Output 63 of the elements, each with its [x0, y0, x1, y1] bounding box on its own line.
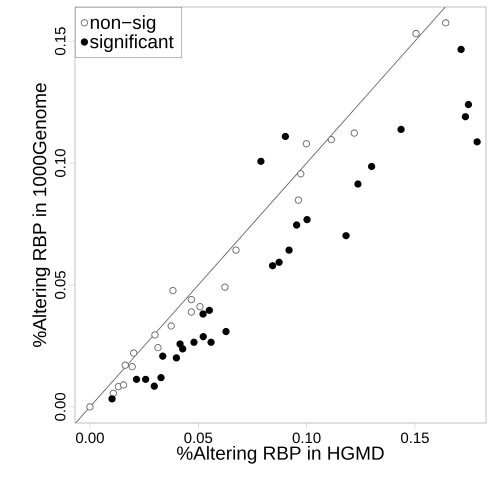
point — [172, 354, 180, 362]
point — [464, 100, 472, 108]
x-tick-label: 0.05 — [184, 432, 212, 444]
y-tick-label: 0.00 — [54, 392, 66, 421]
point — [275, 258, 283, 266]
point — [294, 196, 302, 204]
point — [169, 286, 177, 294]
point — [282, 132, 290, 140]
point — [132, 376, 140, 383]
point — [297, 170, 304, 178]
point — [110, 390, 117, 397]
point — [222, 328, 230, 336]
x-axis-title: %Altering RBP in HGMD — [177, 446, 384, 464]
point — [462, 113, 470, 120]
point — [142, 376, 150, 383]
x-tick-label: 0.15 — [400, 432, 429, 444]
point — [128, 363, 136, 370]
point — [154, 344, 162, 352]
y-tick-label: 0.05 — [54, 271, 66, 299]
point — [268, 262, 276, 270]
y-tick-label: 0.10 — [54, 149, 66, 178]
point — [157, 374, 165, 382]
point — [190, 338, 198, 346]
point — [292, 221, 300, 229]
point — [122, 362, 129, 369]
x-tick-label: 0.00 — [76, 432, 104, 444]
point — [206, 306, 213, 314]
point — [221, 284, 229, 291]
point — [179, 345, 186, 353]
point — [354, 180, 362, 188]
point — [150, 382, 158, 390]
y-tick-label: 0.15 — [54, 27, 66, 56]
y-axis-title: %Altering RBP in 1000Genome — [32, 83, 50, 347]
legend-label: significant — [90, 34, 174, 52]
point — [188, 296, 195, 304]
point — [120, 381, 128, 389]
point — [412, 30, 420, 38]
point — [199, 310, 207, 318]
point — [302, 140, 310, 148]
point — [168, 322, 175, 330]
point — [342, 232, 350, 240]
point — [207, 338, 215, 346]
point — [130, 349, 138, 357]
point — [196, 303, 204, 310]
point — [188, 308, 195, 316]
legend-label: non−sig — [90, 15, 156, 33]
point — [303, 216, 311, 224]
point — [232, 246, 240, 254]
point — [457, 46, 465, 54]
point — [86, 403, 94, 411]
point — [257, 158, 265, 165]
point — [200, 333, 207, 340]
point — [473, 138, 481, 146]
point — [397, 126, 405, 134]
point — [108, 395, 116, 403]
point — [328, 136, 335, 144]
x-tick-label: 0.10 — [292, 432, 321, 444]
point — [285, 246, 293, 254]
point — [151, 331, 159, 339]
point — [442, 19, 450, 26]
point — [368, 162, 376, 170]
point — [350, 129, 358, 137]
point — [159, 352, 166, 360]
